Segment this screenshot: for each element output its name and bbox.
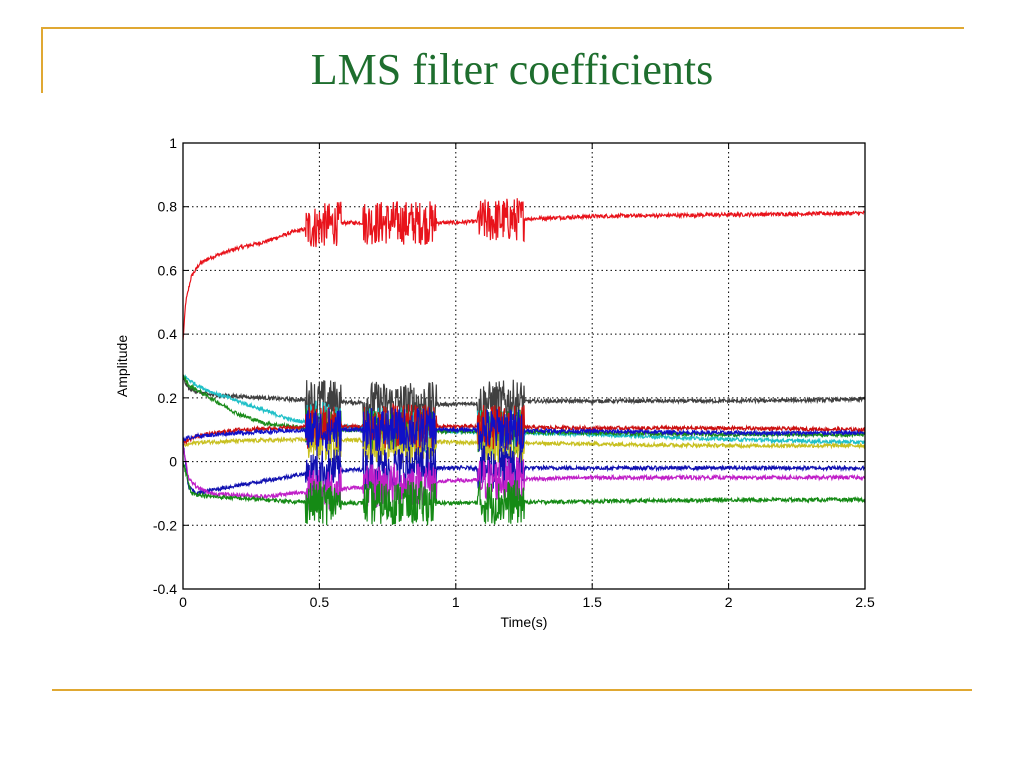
y-tick-label-0: -0.4 [153,581,177,597]
series-line-9 [182,461,866,526]
series-line-4 [182,417,866,467]
slide-top-rule [41,27,964,29]
x-axis-label: Time(s) [501,614,548,630]
series-line-1 [182,377,866,428]
plot-area [183,143,865,589]
x-tick-label-3: 1.5 [582,594,602,610]
y-tick-label-2: 0 [169,454,177,470]
y-axis-label: Amplitude [114,335,130,397]
slide-bottom-rule [52,689,972,691]
series-line-6 [182,407,866,453]
x-tick-label-2: 1 [452,594,460,610]
x-tick-label-4: 2 [725,594,733,610]
series-lines [182,198,866,526]
y-tick-label-7: 1 [169,135,177,151]
y-tick-label-4: 0.4 [158,326,178,342]
x-tick-label-5: 2.5 [855,594,875,610]
x-tick-label-0: 0 [179,594,187,610]
axis-ticks: 0 0.5 1 1.5 2 2.5 -0.4 -0.2 0 0.2 0.4 0.6 0.8 1 [153,135,875,610]
slide-title: LMS filter coefficients [310,45,714,94]
slide-corner-vertical-rule [41,27,43,93]
x-tick-label-1: 0.5 [310,594,330,610]
lms-coefficients-chart: 0 0.5 1 1.5 2 2.5 -0.4 -0.2 0 0.2 0.4 0.6 0.8 1 Time(… [114,135,875,630]
series-line-5 [182,402,866,450]
y-tick-label-3: 0.2 [158,390,178,406]
plot-frame [182,142,866,590]
y-tick-label-1: -0.2 [153,517,177,533]
grid-lines [183,143,865,589]
series-line-0 [182,198,866,340]
y-tick-label-6: 0.8 [158,199,178,215]
y-tick-label-5: 0.6 [158,262,178,278]
